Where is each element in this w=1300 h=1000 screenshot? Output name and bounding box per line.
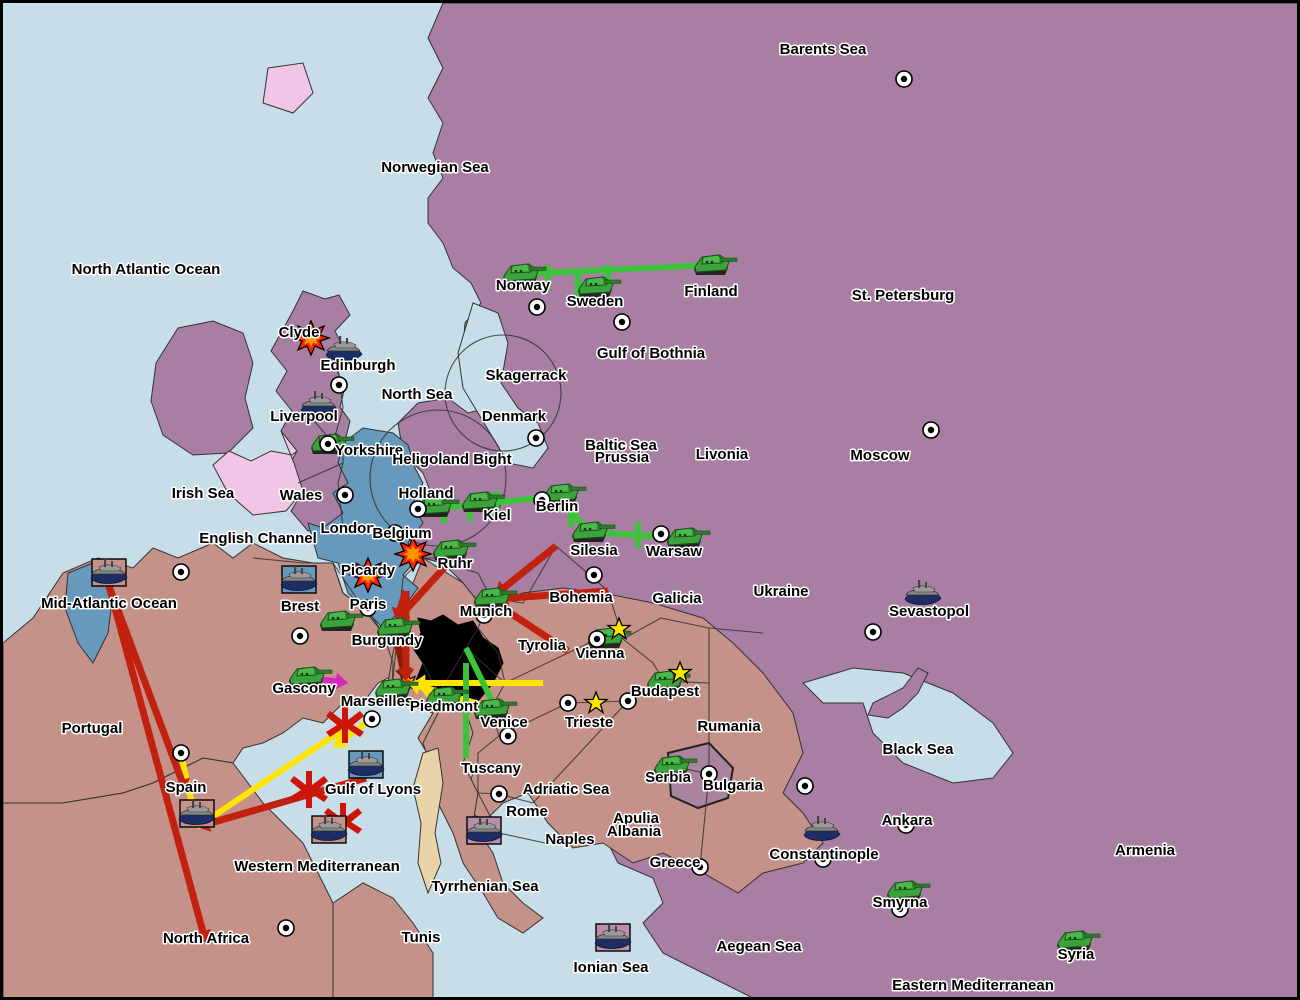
svg-text:Ruhr: Ruhr (438, 555, 473, 572)
svg-text:Bohemia: Bohemia (549, 589, 613, 606)
svg-text:Irish Sea: Irish Sea (172, 485, 235, 502)
svg-text:Burgundy: Burgundy (352, 632, 423, 649)
svg-text:Skagerrack: Skagerrack (486, 367, 568, 384)
svg-text:Gascony: Gascony (272, 680, 336, 697)
svg-text:Finland: Finland (684, 283, 737, 300)
svg-text:Heligoland Bight: Heligoland Bight (392, 451, 511, 468)
svg-text:Constantinople: Constantinople (769, 846, 878, 863)
svg-text:Norway: Norway (496, 277, 551, 294)
svg-text:Picardy: Picardy (341, 562, 396, 579)
svg-text:Tyrolia: Tyrolia (518, 637, 567, 654)
svg-text:Western Mediterranean: Western Mediterranean (234, 858, 400, 875)
svg-text:Ionian Sea: Ionian Sea (573, 959, 649, 976)
svg-text:Silesia: Silesia (570, 542, 618, 559)
svg-text:Bulgaria: Bulgaria (703, 777, 764, 794)
svg-text:Prussia: Prussia (595, 449, 650, 466)
svg-text:Wales: Wales (280, 487, 323, 504)
svg-text:Portugal: Portugal (62, 720, 123, 737)
svg-text:North Sea: North Sea (382, 386, 454, 403)
svg-text:Belgium: Belgium (372, 525, 431, 542)
svg-text:Serbia: Serbia (645, 769, 692, 786)
svg-text:Adriatic Sea: Adriatic Sea (523, 781, 610, 798)
svg-text:Trieste: Trieste (565, 714, 613, 731)
svg-text:Tuscany: Tuscany (461, 760, 521, 777)
svg-text:English Channel: English Channel (199, 530, 317, 547)
svg-text:Edinburgh: Edinburgh (321, 357, 396, 374)
svg-text:Ukraine: Ukraine (753, 583, 808, 600)
svg-text:Kiel: Kiel (483, 507, 511, 524)
svg-text:Armenia: Armenia (1115, 842, 1176, 859)
svg-text:Munich: Munich (460, 603, 513, 620)
svg-text:Greece: Greece (650, 854, 701, 871)
svg-text:Rumania: Rumania (697, 718, 761, 735)
svg-text:Syria: Syria (1058, 946, 1095, 963)
svg-text:Eastern Mediterranean: Eastern Mediterranean (892, 977, 1054, 994)
svg-text:London: London (321, 520, 376, 537)
svg-text:Sweden: Sweden (567, 293, 624, 310)
svg-text:North Africa: North Africa (163, 930, 250, 947)
svg-text:Ankara: Ankara (882, 812, 934, 829)
svg-text:Gulf of Bothnia: Gulf of Bothnia (597, 345, 706, 362)
svg-text:Smyrna: Smyrna (872, 894, 928, 911)
svg-text:Paris: Paris (350, 596, 387, 613)
svg-text:Spain: Spain (166, 779, 207, 796)
svg-text:Venice: Venice (480, 714, 528, 731)
svg-text:Albania: Albania (607, 823, 662, 840)
svg-text:St. Petersburg: St. Petersburg (852, 287, 955, 304)
svg-text:Sevastopol: Sevastopol (889, 603, 969, 620)
svg-text:Norwegian Sea: Norwegian Sea (381, 159, 489, 176)
svg-text:Moscow: Moscow (850, 447, 910, 464)
svg-text:Liverpool: Liverpool (270, 408, 338, 425)
svg-text:Clyde: Clyde (279, 324, 320, 341)
svg-text:Tyrrhenian Sea: Tyrrhenian Sea (431, 878, 539, 895)
svg-text:Berlin: Berlin (536, 498, 579, 515)
svg-text:Gulf of Lyons: Gulf of Lyons (325, 781, 421, 798)
svg-text:Piedmont: Piedmont (410, 698, 478, 715)
svg-text:Galicia: Galicia (652, 590, 702, 607)
svg-text:Warsaw: Warsaw (646, 543, 702, 560)
svg-text:Aegean Sea: Aegean Sea (716, 938, 802, 955)
svg-text:Tunis: Tunis (402, 929, 441, 946)
svg-text:Denmark: Denmark (482, 408, 547, 425)
svg-text:Budapest: Budapest (631, 683, 699, 700)
svg-text:Marseilles: Marseilles (341, 693, 414, 710)
svg-text:Vienna: Vienna (576, 645, 626, 662)
svg-text:Brest: Brest (281, 598, 319, 615)
svg-text:Livonia: Livonia (696, 446, 749, 463)
svg-text:Holland: Holland (399, 485, 454, 502)
svg-text:Naples: Naples (545, 831, 594, 848)
svg-text:Mid-Atlantic Ocean: Mid-Atlantic Ocean (41, 595, 177, 612)
svg-text:Barents Sea: Barents Sea (780, 41, 867, 58)
svg-text:Black Sea: Black Sea (883, 741, 955, 758)
svg-text:North Atlantic Ocean: North Atlantic Ocean (72, 261, 221, 278)
svg-text:Rome: Rome (506, 803, 548, 820)
